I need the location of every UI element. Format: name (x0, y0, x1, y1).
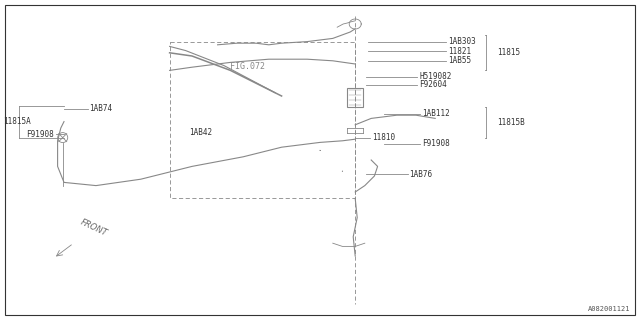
Text: F92604: F92604 (419, 80, 447, 89)
Text: F91908: F91908 (26, 130, 53, 139)
Circle shape (58, 132, 68, 143)
Text: 11815B: 11815B (497, 118, 525, 127)
Text: 1AB112: 1AB112 (422, 109, 450, 118)
Text: 1AB76: 1AB76 (410, 170, 433, 179)
Bar (348, 88, 364, 107)
Text: 11815: 11815 (497, 48, 520, 57)
Text: 1AB74: 1AB74 (90, 104, 113, 113)
Text: 11815A: 11815A (3, 117, 31, 126)
Text: 1AB42: 1AB42 (189, 128, 212, 137)
Text: 11821: 11821 (448, 47, 471, 56)
Text: H519082: H519082 (419, 72, 452, 81)
Text: FRONT: FRONT (79, 218, 108, 238)
Text: 1AB303: 1AB303 (448, 37, 476, 46)
Text: 11810: 11810 (372, 133, 396, 142)
Text: FIG.072: FIG.072 (230, 62, 266, 71)
Text: 1AB55: 1AB55 (448, 56, 471, 65)
Text: A082001121: A082001121 (588, 306, 630, 312)
Text: F91908: F91908 (422, 140, 450, 148)
